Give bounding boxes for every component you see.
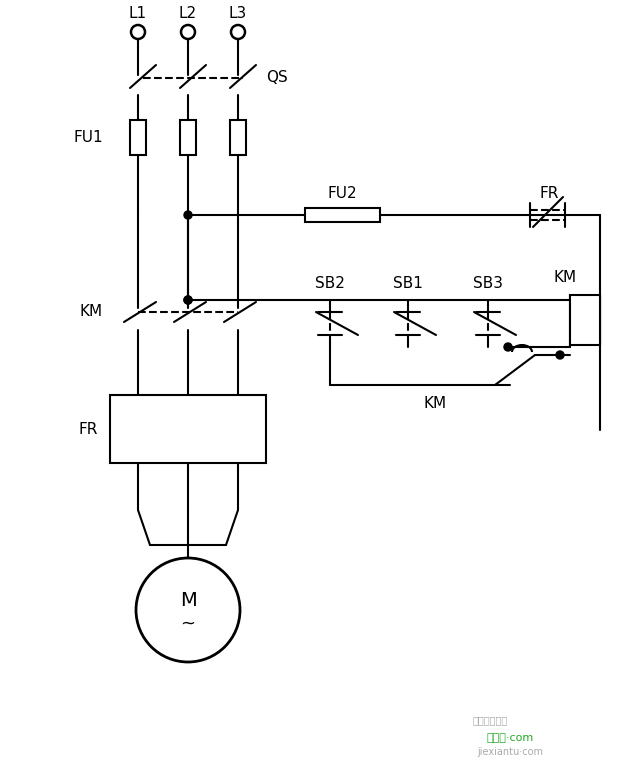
Text: FR: FR [540, 186, 559, 200]
Bar [130, 120, 146, 155]
Text: QS: QS [266, 70, 288, 86]
Circle shape [184, 211, 192, 219]
Text: M: M [180, 591, 196, 609]
Text: 接线图·com: 接线图·com [486, 733, 534, 743]
Circle shape [504, 343, 512, 351]
Text: KM: KM [80, 305, 103, 319]
Bar [570, 295, 600, 345]
Text: 心成电气资源: 心成电气资源 [472, 715, 508, 725]
Bar [230, 120, 246, 155]
Bar [180, 120, 196, 155]
Text: L2: L2 [179, 6, 197, 22]
Circle shape [556, 351, 564, 359]
Text: ~: ~ [180, 615, 195, 633]
Text: FU2: FU2 [327, 186, 357, 200]
Text: FR: FR [79, 421, 98, 437]
Text: FU1: FU1 [74, 131, 103, 145]
Text: L3: L3 [229, 6, 247, 22]
Text: KM: KM [554, 270, 577, 284]
Text: SB1: SB1 [393, 277, 423, 291]
Text: jiexiantu·com: jiexiantu·com [477, 747, 543, 757]
Text: SB2: SB2 [315, 277, 345, 291]
Bar [305, 208, 380, 222]
Text: L1: L1 [129, 6, 147, 22]
Circle shape [184, 296, 192, 304]
Bar [110, 395, 266, 463]
Circle shape [184, 296, 192, 304]
Text: KM: KM [424, 396, 447, 410]
Text: SB3: SB3 [473, 277, 503, 291]
